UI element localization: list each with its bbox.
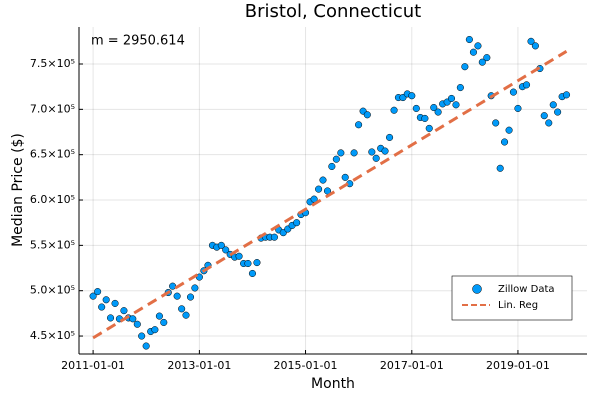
data-point bbox=[120, 307, 128, 315]
data-point bbox=[447, 94, 456, 103]
y-tick-label: 7.5×10⁵ bbox=[30, 57, 75, 70]
data-point bbox=[554, 108, 562, 116]
data-point bbox=[469, 48, 477, 56]
data-point bbox=[514, 104, 522, 112]
data-point bbox=[496, 164, 504, 172]
data-point bbox=[98, 303, 106, 311]
data-point bbox=[425, 124, 433, 132]
x-tick-label: 2015-01-01 bbox=[274, 359, 338, 372]
data-point bbox=[509, 88, 517, 96]
data-point bbox=[456, 84, 464, 92]
data-point bbox=[315, 185, 323, 193]
data-point bbox=[182, 311, 190, 319]
data-point bbox=[319, 176, 327, 184]
data-point bbox=[111, 299, 119, 307]
data-point bbox=[483, 54, 491, 62]
data-point bbox=[337, 149, 345, 157]
data-point bbox=[527, 37, 535, 45]
data-point bbox=[222, 246, 230, 254]
data-point bbox=[142, 342, 150, 350]
data-point bbox=[549, 101, 557, 109]
data-point bbox=[129, 315, 137, 323]
data-point bbox=[160, 318, 168, 326]
data-point bbox=[341, 173, 349, 181]
data-point bbox=[178, 305, 186, 313]
x-tick-label: 2017-01-01 bbox=[380, 359, 444, 372]
x-axis-label: Month bbox=[311, 376, 355, 392]
legend-box bbox=[451, 275, 573, 321]
x-tick-label: 2013-01-01 bbox=[167, 359, 231, 372]
data-point bbox=[248, 269, 257, 278]
data-point bbox=[461, 63, 469, 71]
data-point bbox=[191, 284, 199, 292]
data-point bbox=[408, 92, 416, 100]
chart-title: Bristol, Connecticut bbox=[245, 1, 421, 22]
data-point bbox=[381, 147, 389, 155]
data-point bbox=[540, 112, 548, 120]
data-point bbox=[217, 241, 225, 249]
data-point bbox=[169, 282, 177, 290]
data-point bbox=[355, 121, 363, 129]
y-tick-label: 4.5×10⁵ bbox=[30, 329, 75, 342]
data-point bbox=[328, 162, 336, 171]
data-point bbox=[102, 296, 110, 304]
y-tick-label: 6.5×10⁵ bbox=[30, 148, 75, 161]
data-point bbox=[173, 292, 181, 300]
data-point bbox=[350, 149, 358, 157]
data-point bbox=[492, 119, 500, 127]
data-point bbox=[253, 259, 261, 267]
x-tick-label: 2019-01-01 bbox=[486, 359, 550, 372]
data-point bbox=[363, 111, 371, 119]
y-axis-label: Median Price ($) bbox=[10, 133, 26, 247]
y-tick-label: 7.0×10⁵ bbox=[30, 102, 75, 115]
y-tick-label: 5.0×10⁵ bbox=[30, 284, 75, 297]
data-point bbox=[186, 293, 195, 301]
x-tick-label: 2011-01-01 bbox=[61, 359, 125, 372]
data-point bbox=[452, 101, 460, 109]
data-point bbox=[505, 126, 513, 134]
data-point bbox=[94, 288, 102, 296]
data-point bbox=[235, 252, 243, 260]
data-point bbox=[434, 108, 442, 116]
regression-line bbox=[92, 50, 568, 340]
data-point bbox=[478, 58, 486, 66]
data-point bbox=[465, 35, 473, 44]
data-point bbox=[386, 133, 394, 142]
annotation: m = 2950.614 bbox=[91, 34, 185, 49]
data-point bbox=[390, 106, 398, 114]
data-point bbox=[270, 233, 278, 241]
legend-label: Lin. Reg bbox=[498, 300, 538, 311]
data-point bbox=[421, 114, 429, 122]
data-point bbox=[293, 219, 301, 227]
data-point bbox=[89, 292, 97, 300]
data-point bbox=[531, 42, 539, 50]
data-point bbox=[332, 155, 340, 163]
data-point bbox=[138, 332, 146, 340]
data-point bbox=[244, 259, 252, 268]
legend-marker bbox=[472, 284, 482, 294]
data-point bbox=[545, 119, 553, 127]
data-point bbox=[155, 312, 163, 320]
data-point bbox=[151, 326, 159, 334]
data-point bbox=[474, 42, 482, 50]
y-tick-label: 5.5×10⁵ bbox=[30, 238, 75, 251]
data-point bbox=[562, 91, 571, 99]
data-point bbox=[430, 103, 438, 112]
y-tick-label: 6.0×10⁵ bbox=[30, 193, 75, 206]
data-point bbox=[522, 81, 531, 89]
data-point bbox=[133, 320, 141, 328]
data-point bbox=[501, 138, 509, 146]
data-point bbox=[412, 104, 420, 112]
data-point bbox=[107, 314, 115, 322]
data-point bbox=[372, 154, 380, 162]
legend-label: Zillow Data bbox=[498, 284, 555, 295]
data-point bbox=[368, 148, 376, 156]
